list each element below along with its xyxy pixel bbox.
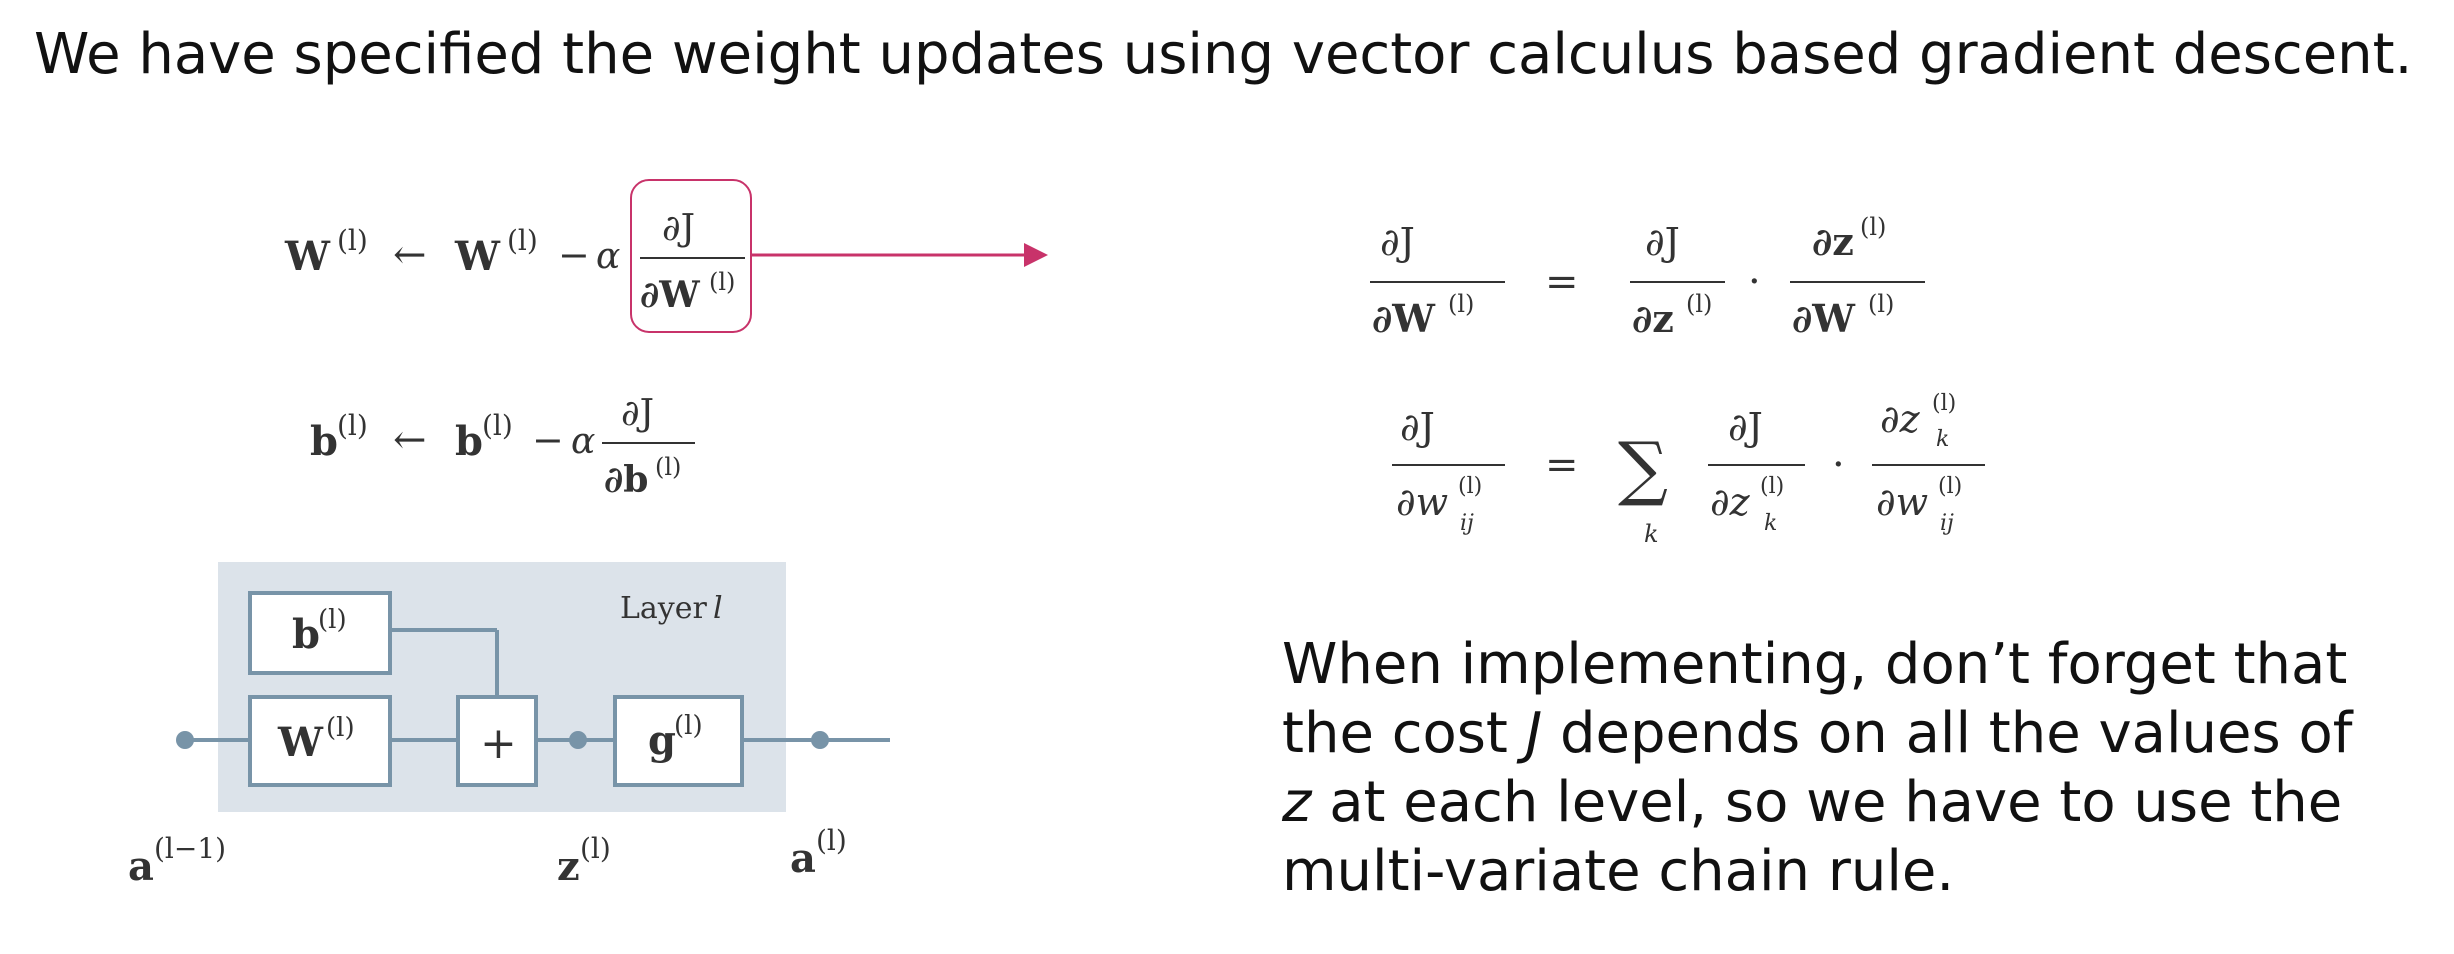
b-symbol: b <box>310 418 338 465</box>
bias-box: b (l) <box>248 591 392 675</box>
input-label-sup: (l−1) <box>154 832 226 865</box>
activation-box-symbol: g <box>648 717 676 764</box>
note-line-2a: the cost <box>1282 701 1526 766</box>
b-superscript-rhs: (l) <box>482 409 513 442</box>
s-lhs-sup: (l) <box>1458 474 1482 499</box>
s-term2-den-sup: (l) <box>1938 474 1962 499</box>
partial-j-numerator: ∂J <box>662 208 695 249</box>
slide-heading: We have specified the weight updates usi… <box>34 22 2413 87</box>
z-node <box>569 731 587 749</box>
activation-box-sup: (l) <box>674 711 703 741</box>
s-term1-sub: k <box>1764 511 1777 536</box>
learning-rate-bias: α <box>571 421 595 462</box>
summation-index: k <box>1644 520 1659 548</box>
term1-numerator: ∂J <box>1645 220 1680 264</box>
s-term1-denominator: ∂z <box>1710 480 1751 524</box>
note-line-4: multi-variate chain rule. <box>1282 839 1955 904</box>
w-superscript-rhs: (l) <box>507 224 538 257</box>
s-term1-numerator: ∂J <box>1728 405 1763 449</box>
output-node <box>811 731 829 749</box>
lhs-numerator: ∂J <box>1380 220 1415 264</box>
equals-sign: = <box>1545 259 1579 305</box>
bias-update-rule: b (l) ← b (l) − α ∂J ∂b (l) <box>310 393 695 501</box>
output-label-symbol: a <box>790 835 816 882</box>
activation-box: g (l) <box>613 695 744 787</box>
scalar-chain-rule: ∂J ∂w (l) ij = ∑ k ∂J ∂z (l) k · ∂z (l) … <box>1392 391 1985 548</box>
term2-den-sup: (l) <box>1868 290 1894 318</box>
bias-box-sup: (l) <box>318 605 347 635</box>
s-dot-operator: · <box>1832 442 1845 488</box>
term2-numerator: ∂z <box>1812 219 1854 264</box>
note-line-1: When implementing, don’t forget that <box>1282 632 2348 697</box>
partial-j-numerator-bias: ∂J <box>621 393 654 434</box>
weight-box: W (l) <box>248 695 392 787</box>
b-superscript: (l) <box>337 409 368 442</box>
z-label-sup: (l) <box>580 832 611 865</box>
s-lhs-sub: ij <box>1460 511 1474 536</box>
lhs-denominator: ∂W <box>1372 296 1436 341</box>
s-lhs-denominator: ∂w <box>1396 480 1448 524</box>
minus-sign: − <box>558 233 590 277</box>
update-rules: W (l) ← W (l) − α ∂J ∂W (l) b (l) ← b (l… <box>284 179 1048 501</box>
term1-denominator: ∂z <box>1632 296 1674 341</box>
sum-box-symbol: + <box>480 718 517 769</box>
s-term2-num-sub: k <box>1936 427 1949 452</box>
weight-update-rule: W (l) ← W (l) − α ∂J ∂W (l) <box>284 179 1048 333</box>
w-symbol: W <box>284 233 331 280</box>
note-line-3b: at each level, so we have to use the <box>1311 770 2343 835</box>
assign-arrow: ← <box>393 232 427 278</box>
output-label-sup: (l) <box>816 824 847 857</box>
z-label-symbol: z <box>557 843 580 890</box>
lhs-den-sup: (l) <box>1448 290 1474 318</box>
dot-operator: · <box>1748 259 1761 305</box>
implementation-note: When implementing, don’t forget that the… <box>1282 630 2352 906</box>
assign-arrow-bias: ← <box>393 417 427 463</box>
s-term2-numerator: ∂z <box>1880 397 1921 441</box>
s-equals-sign: = <box>1545 442 1579 488</box>
note-var-j: J <box>1525 701 1543 766</box>
chain-rule-equations: ∂J ∂W (l) = ∂J ∂z (l) · ∂z (l) ∂W (l) ∂J… <box>1370 213 1985 548</box>
partial-w-denominator: ∂W <box>640 274 700 316</box>
layer-diagram: Layer l b (l) W (l) + g (l) a (l−1) z (l… <box>128 562 890 890</box>
term2-num-sup: (l) <box>1860 213 1886 241</box>
highlight-arrow-head <box>1024 243 1048 267</box>
s-term2-den-sub: ij <box>1940 511 1954 536</box>
minus-sign-bias: − <box>532 418 564 462</box>
vector-chain-rule: ∂J ∂W (l) = ∂J ∂z (l) · ∂z (l) ∂W (l) <box>1370 213 1925 341</box>
s-lhs-numerator: ∂J <box>1400 405 1435 449</box>
input-label-symbol: a <box>128 843 154 890</box>
w-superscript: (l) <box>337 224 368 257</box>
s-term1-sup: (l) <box>1760 474 1784 499</box>
partial-w-superscript: (l) <box>709 268 735 296</box>
bias-box-symbol: b <box>292 611 320 658</box>
partial-b-denominator: ∂b <box>604 459 648 501</box>
partial-b-superscript: (l) <box>655 453 681 481</box>
weight-box-sup: (l) <box>326 713 355 743</box>
layer-var: l <box>713 591 723 626</box>
sum-box: + <box>456 695 538 787</box>
term1-den-sup: (l) <box>1686 290 1712 318</box>
summation-sign: ∑ <box>1618 427 1668 509</box>
w-symbol-rhs: W <box>454 233 501 280</box>
s-term2-denominator: ∂w <box>1876 480 1928 524</box>
weight-box-symbol: W <box>277 719 324 766</box>
layer-label: Layer <box>620 591 708 626</box>
b-symbol-rhs: b <box>455 418 483 465</box>
term2-denominator: ∂W <box>1792 296 1856 341</box>
note-var-z: z <box>1282 770 1312 835</box>
s-term2-num-sup: (l) <box>1932 391 1956 416</box>
learning-rate: α <box>596 236 620 277</box>
note-line-2b: depends on all the values of <box>1542 701 2353 766</box>
input-node <box>176 731 194 749</box>
